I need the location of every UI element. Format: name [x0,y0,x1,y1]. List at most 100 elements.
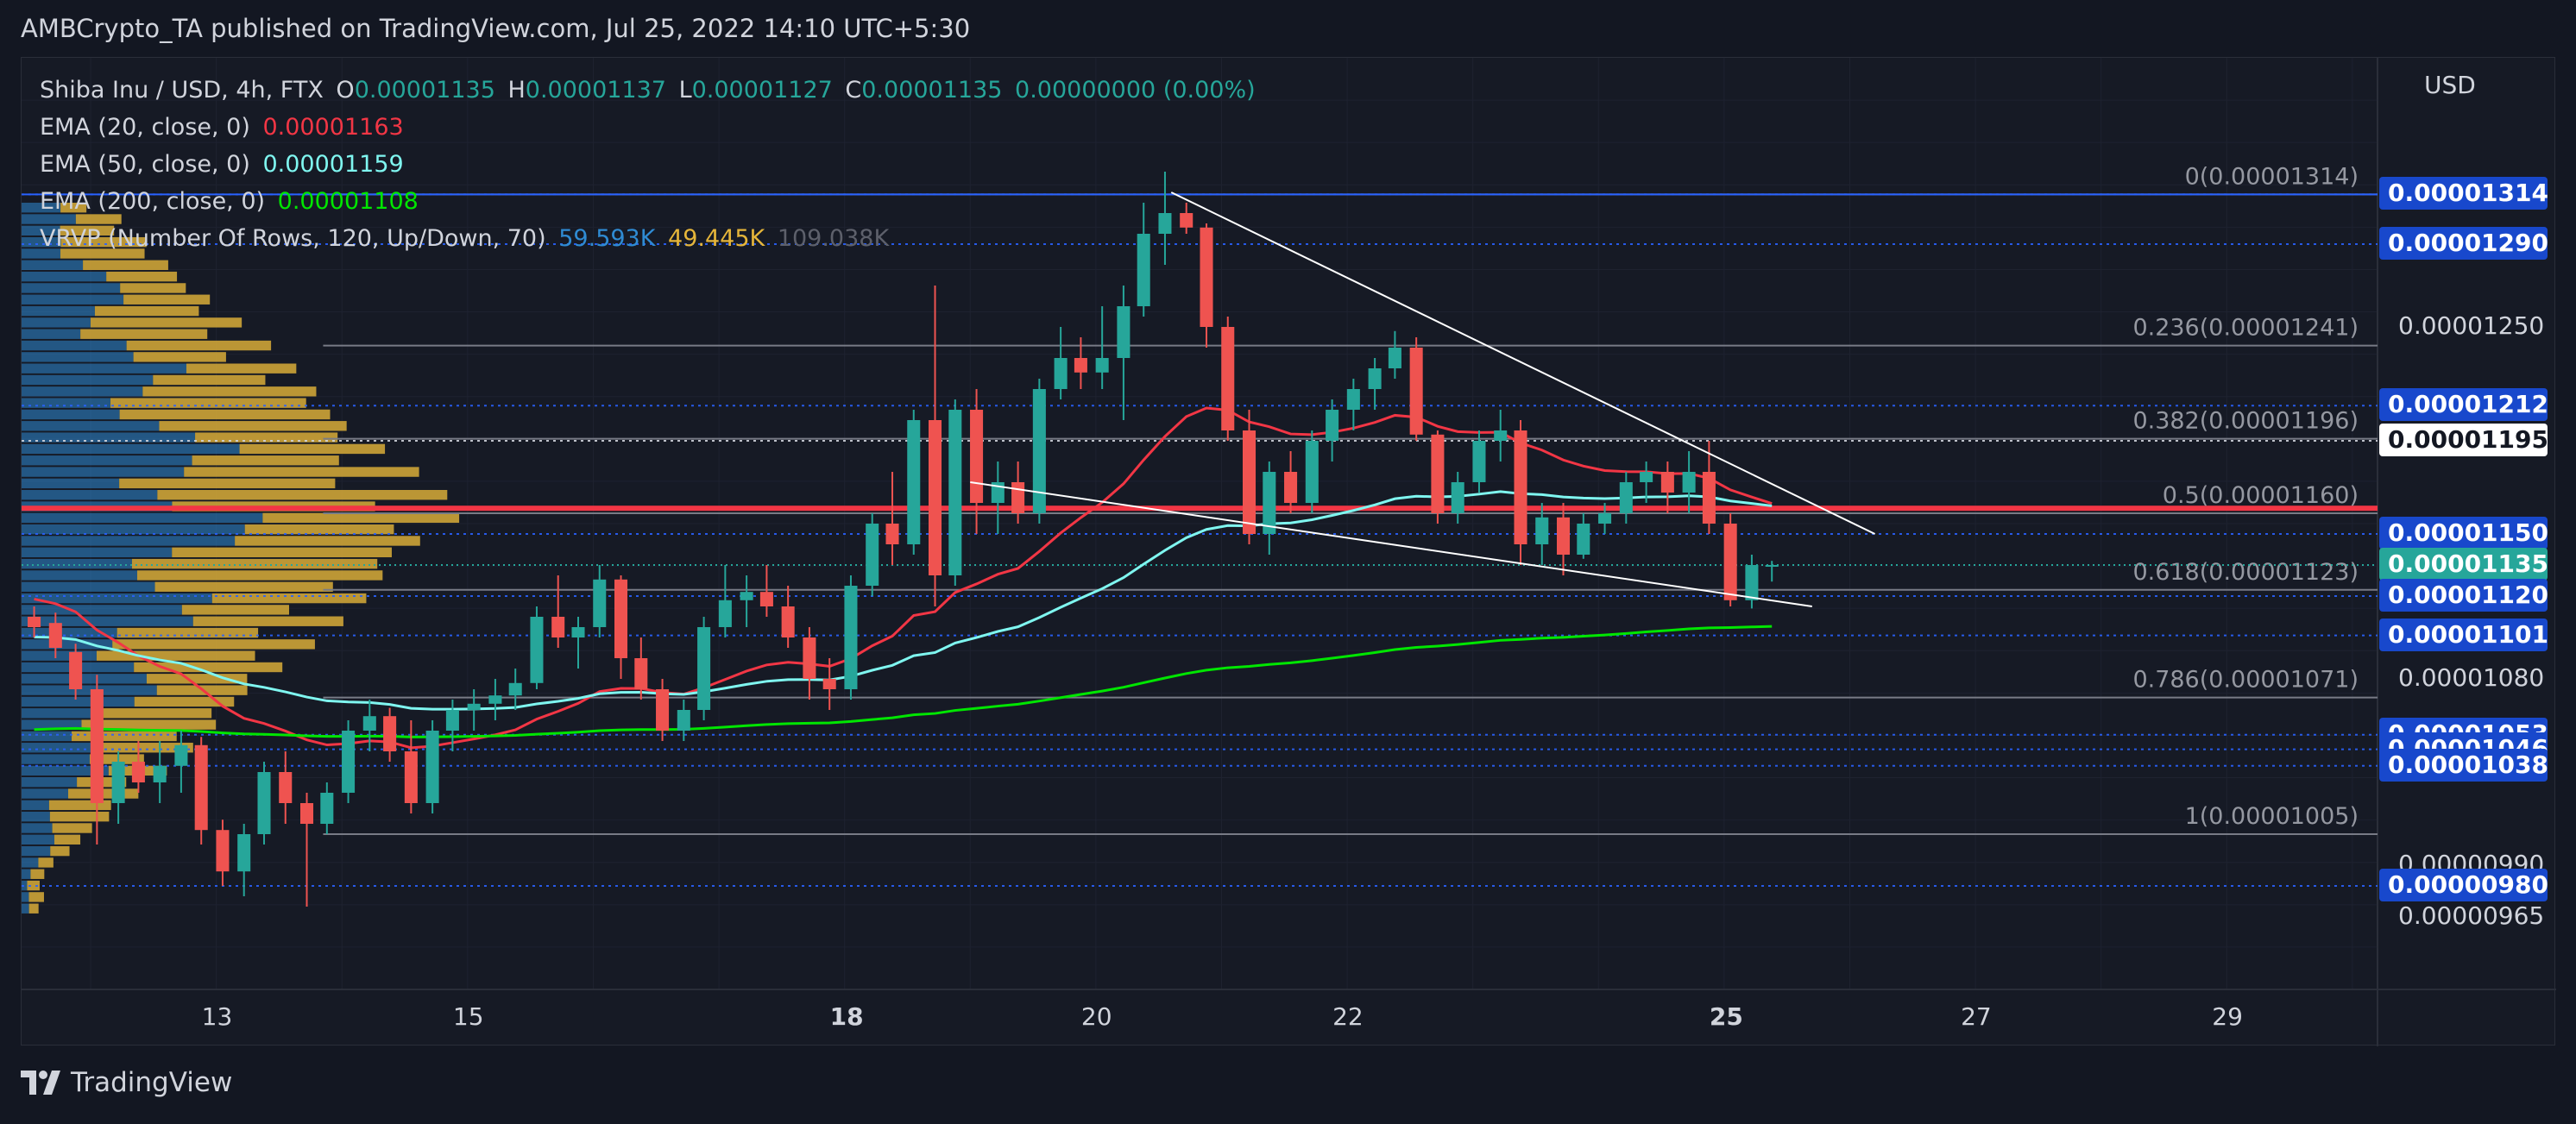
chart-area[interactable]: 0(0.00001314) 0.236(0.00001241) 0.382(0.00… [21,57,2556,1046]
ema50-line [34,490,1773,711]
candle-body [1723,524,1737,600]
candle-body [48,623,62,648]
horizontal-lines-layer [22,193,2378,887]
volume-profile-down-bar [75,214,122,224]
candle-body [1095,358,1109,373]
price-axis-label: 0.00001080 [2398,663,2545,692]
candle-body [383,716,397,751]
candle-body [928,420,942,575]
price-tag[interactable]: 0.00001101 [2379,618,2548,651]
volume-profile-up-bar [22,696,135,707]
volume-profile-down-bar [96,743,193,753]
price-tag[interactable]: 0.00001314 [2379,177,2548,210]
candle-body [718,600,732,627]
ohlc-change: 0.00000000 (0.00%) [1015,77,1256,104]
tradingview-brand[interactable]: TradingView [21,1067,232,1098]
vrvp-total-value: 109.038K [777,225,890,252]
volume-profile-up-bar [22,823,53,833]
volume-profile-down-bar [134,662,283,673]
candle-body [1598,513,1612,524]
volume-profile-up-bar [22,800,49,811]
volume-profile-down-bar [154,581,333,592]
volume-profile-up-bar [22,271,107,282]
volume-profile-down-bar [192,616,343,626]
time-axis-label: 29 [2212,1002,2243,1031]
candle-body [822,679,836,689]
volume-profile-down-bar [131,558,378,569]
candle-body [1158,213,1172,234]
volume-profile-up-bar [22,386,143,397]
symbol-label[interactable]: Shiba Inu / USD, 4h, FTX [40,77,324,104]
ohlc-c-value: 0.00001135 [861,77,1003,104]
legend-vrvp-row[interactable]: VRVP (Number Of Rows, 120, Up/Down, 70) … [40,220,1261,257]
candle-body [634,658,648,689]
candle-body [1660,472,1674,493]
volume-profile-down-bar [30,869,45,879]
volume-profile-up-bar [22,731,72,742]
volume-profile-down-bar [211,593,367,604]
fib-level-label: 0.382(0.00001196) [2132,408,2359,435]
volume-profile-down-bar [146,674,248,684]
price-tag[interactable]: 0.00001038 [2379,748,2548,782]
volume-profile-up-bar [22,834,54,845]
legend-ema20-row[interactable]: EMA (20, close, 0) 0.00001163 [40,109,1261,146]
fib-level-label: 0.786(0.00001071) [2132,667,2359,694]
volume-profile-up-bar [22,236,61,248]
volume-profile-up-bar [22,558,132,569]
volume-profile-down-bar [244,524,394,535]
volume-profile-up-bar [22,627,117,638]
candle-body [1242,430,1257,534]
volume-profile-down-bar [94,305,199,317]
candle-body [740,592,753,600]
trendlines-layer [970,192,1876,607]
volume-profile-down-bar [28,903,39,914]
volume-profile-down-bar [119,478,336,489]
volume-profile-up-bar [22,869,31,879]
volume-profile-up-bar [22,650,97,661]
candle-body [1011,482,1025,513]
volume-profile-down-bar [235,536,420,546]
volume-profile-down-bar [60,248,145,259]
legend-ema50-row[interactable]: EMA (50, close, 0) 0.00001159 [40,146,1261,183]
tradingview-logo-icon [21,1071,60,1095]
ohlc-l-value: 0.00001127 [691,77,833,104]
candle-body [131,762,145,782]
price-tag[interactable]: 0.00001135 [2379,548,2548,581]
price-tag[interactable]: 0.00001195 [2379,424,2548,456]
volume-profile-down-bar [239,443,386,455]
volume-profile-up-bar [22,754,90,764]
volume-profile-down-bar [184,467,419,477]
candle-body [1577,524,1590,555]
candle-body [488,695,502,704]
volume-profile-down-bar [38,857,54,868]
volume-profile-down-bar [106,271,178,282]
price-axis-currency: USD [2424,71,2476,99]
ema50-label: EMA (50, close, 0) [40,151,250,178]
price-tag[interactable]: 0.00001150 [2379,517,2548,549]
volume-profile-up-bar [22,536,236,546]
volume-profile-up-bar [22,547,173,557]
volume-profile-up-bar [22,409,120,420]
price-tag[interactable]: 0.00001212 [2379,388,2548,422]
volume-profile-up-bar [22,743,97,753]
volume-profile-up-bar [22,788,69,799]
price-chart[interactable]: 0(0.00001314) 0.236(0.00001241) 0.382(0.00… [22,58,2556,1046]
price-tag[interactable]: 0.00000980 [2379,869,2548,901]
volume-profile-up-bar [22,260,84,270]
candle-body [1200,227,1213,327]
ema50-value: 0.00001159 [262,151,404,178]
candle-body [866,524,879,586]
volume-profile-up-bar [22,363,186,374]
candle-body [1682,472,1696,493]
legend-ema200-row[interactable]: EMA (200, close, 0) 0.00001108 [40,183,1261,220]
candle-body [970,410,984,503]
candle-body [153,765,167,782]
price-tag[interactable]: 0.00001120 [2379,579,2548,612]
ema-layer [34,406,1773,750]
candle-body [1221,327,1235,430]
ohlc-o-value: 0.00001135 [354,77,495,104]
candle-body [1054,358,1068,389]
volume-profile-up-bar [22,857,39,868]
candle-body [1702,472,1716,524]
price-tag[interactable]: 0.00001290 [2379,227,2548,260]
